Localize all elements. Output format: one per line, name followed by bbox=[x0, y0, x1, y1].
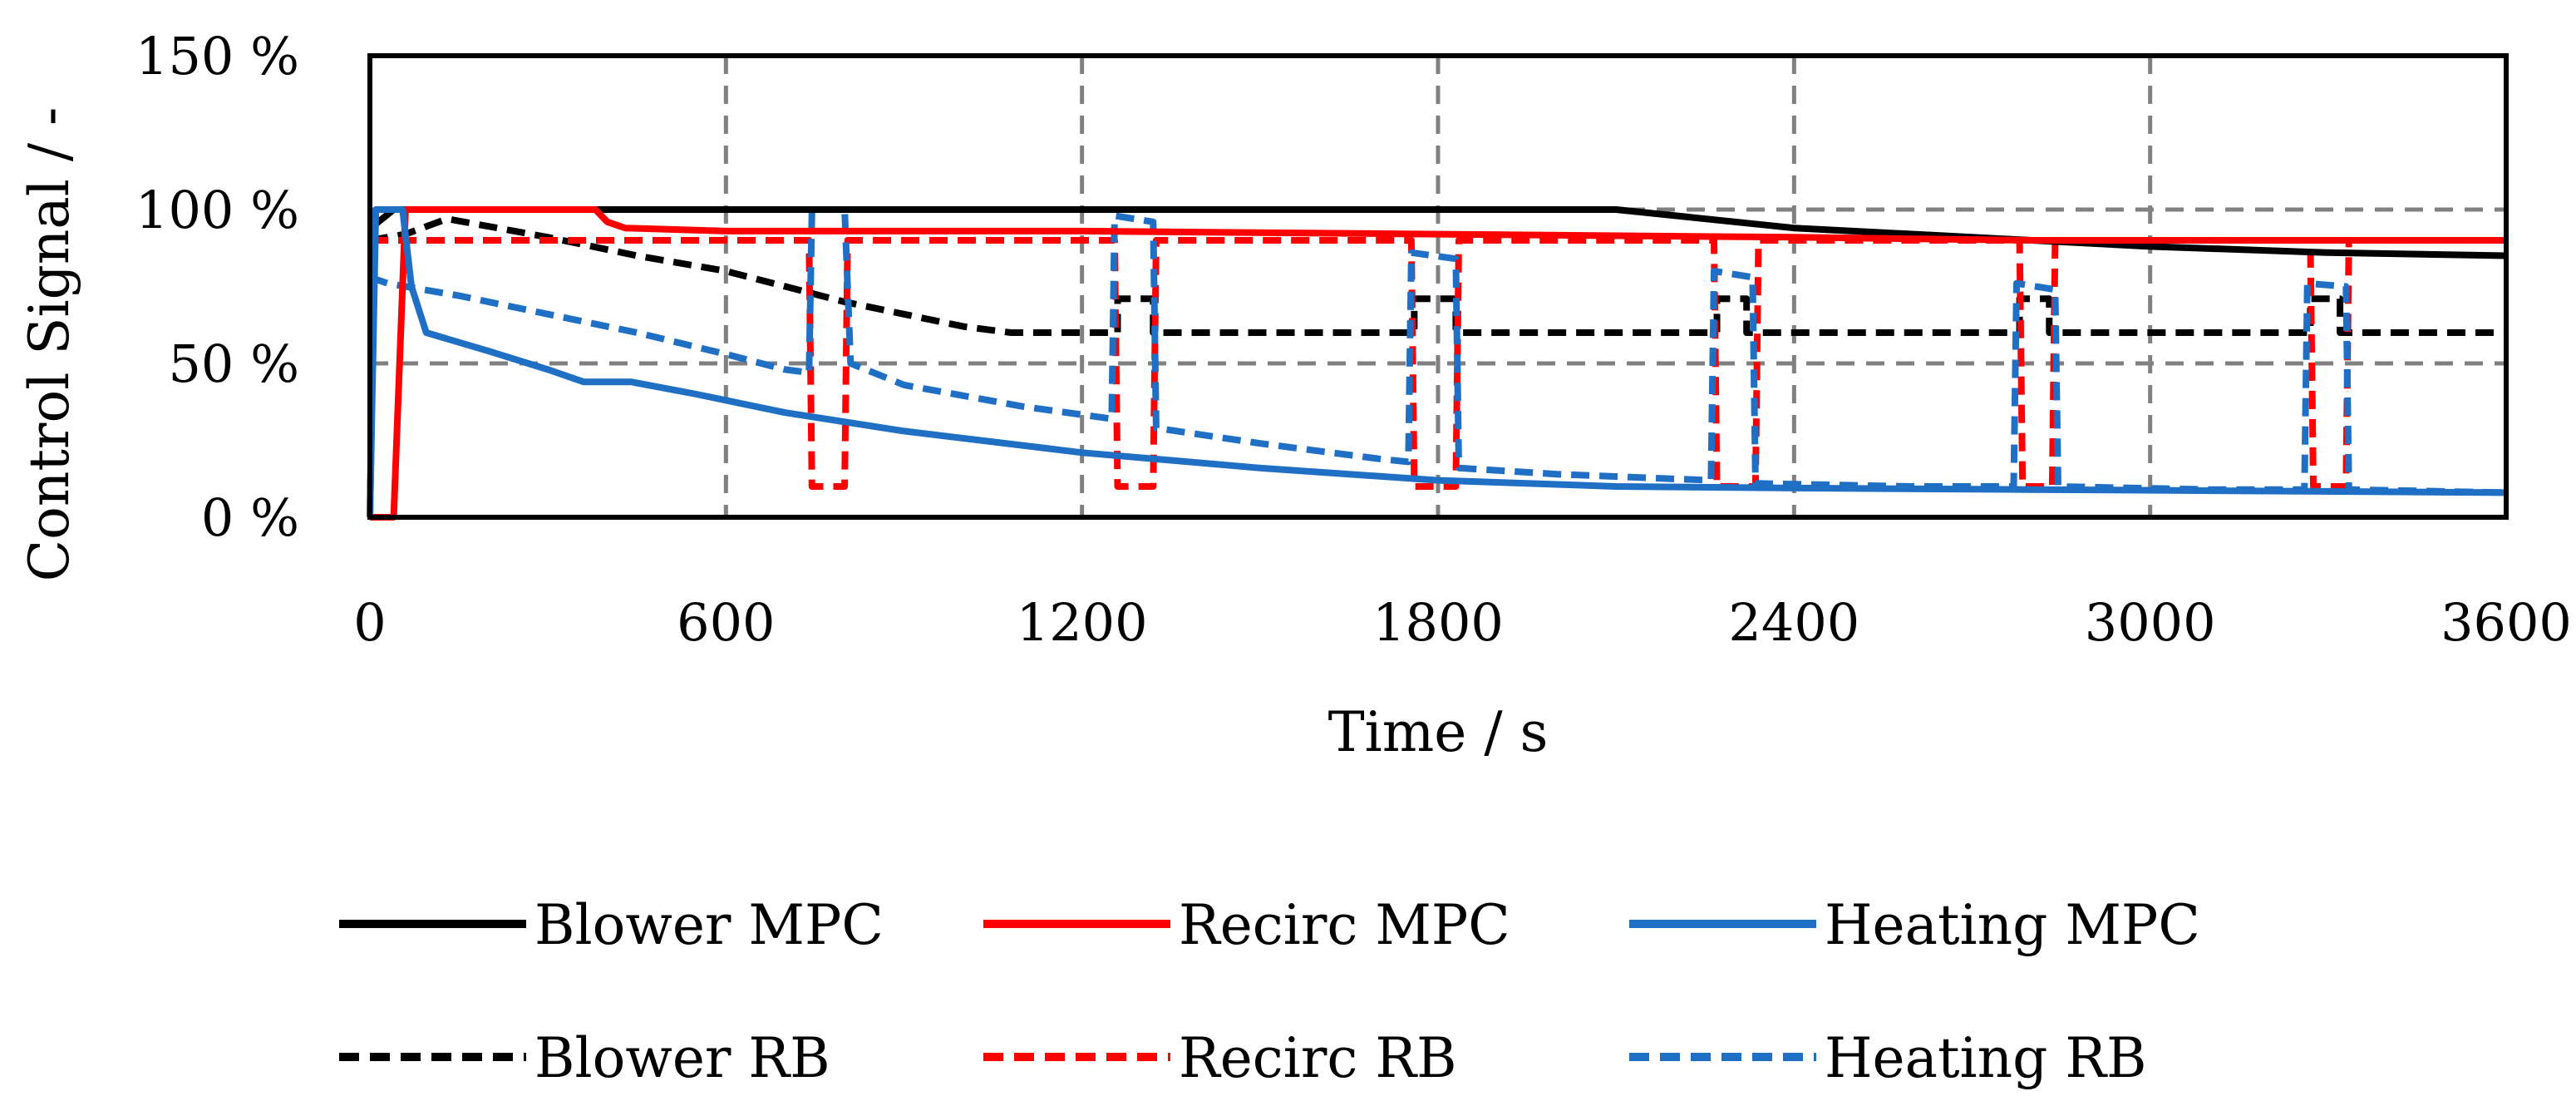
x-tick-label: 2400 bbox=[1728, 592, 1859, 653]
legend-item: Recirc MPC bbox=[983, 893, 1510, 957]
series-lines bbox=[367, 206, 2507, 521]
x-tick-label: 1200 bbox=[1017, 592, 1148, 653]
y-tick-label: 150 % bbox=[135, 26, 299, 86]
y-axis-title: Control Signal / - bbox=[17, 107, 81, 582]
legend: Blower MPC Recirc MPC Heating MPC Blower RB… bbox=[339, 893, 2200, 1090]
legend-label: Heating MPC bbox=[1825, 893, 2200, 957]
y-tick-label: 0 % bbox=[201, 487, 299, 548]
x-tick-label: 0 bbox=[353, 592, 386, 653]
legend-item: Blower MPC bbox=[339, 893, 884, 957]
legend-label: Heating RB bbox=[1825, 1026, 2147, 1090]
x-tick-label: 1800 bbox=[1372, 592, 1504, 653]
legend-item: Heating RB bbox=[1629, 1026, 2147, 1090]
x-tick-label: 3600 bbox=[2441, 592, 2572, 653]
legend-label: Blower RB bbox=[534, 1026, 830, 1090]
legend-label: Blower MPC bbox=[534, 893, 884, 957]
plot-area-frame bbox=[367, 53, 2509, 520]
series-line-heating-rb bbox=[368, 206, 2507, 496]
y-axis-tick-labels: 0 % 50 % 100 % 150 % bbox=[135, 26, 299, 548]
legend-label: Recirc RB bbox=[1179, 1026, 1457, 1090]
x-axis-title: Time / s bbox=[1328, 700, 1549, 764]
grid-lines bbox=[370, 56, 2506, 517]
y-tick-label: 50 % bbox=[168, 333, 299, 394]
x-tick-label: 600 bbox=[677, 592, 775, 653]
legend-item: Recirc RB bbox=[983, 1026, 1457, 1090]
legend-item: Heating MPC bbox=[1629, 893, 2200, 957]
legend-item: Blower RB bbox=[339, 1026, 830, 1090]
x-tick-label: 3000 bbox=[2085, 592, 2216, 653]
series-line-heating-mpc bbox=[367, 206, 2507, 518]
x-axis-tick-labels: 0 600 1200 1800 2400 3000 3600 bbox=[353, 592, 2572, 653]
y-tick-label: 100 % bbox=[135, 180, 299, 240]
legend-label: Recirc MPC bbox=[1179, 893, 1510, 957]
series-line-blower-rb bbox=[369, 215, 2506, 336]
